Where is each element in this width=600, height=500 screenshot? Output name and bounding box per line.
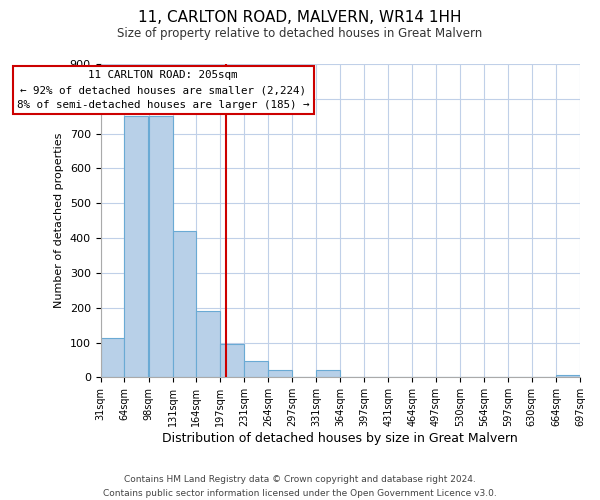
Bar [220, 344, 244, 378]
Y-axis label: Number of detached properties: Number of detached properties [54, 133, 64, 308]
Bar [556, 375, 580, 378]
Bar [268, 370, 292, 378]
X-axis label: Distribution of detached houses by size in Great Malvern: Distribution of detached houses by size … [163, 432, 518, 445]
Bar [316, 370, 340, 378]
Bar [244, 361, 268, 378]
Text: Contains HM Land Registry data © Crown copyright and database right 2024.
Contai: Contains HM Land Registry data © Crown c… [103, 476, 497, 498]
Bar [196, 311, 220, 378]
Bar [173, 231, 196, 378]
Bar [149, 116, 173, 378]
Bar [124, 116, 148, 378]
Text: 11, CARLTON ROAD, MALVERN, WR14 1HH: 11, CARLTON ROAD, MALVERN, WR14 1HH [138, 10, 462, 25]
Text: Size of property relative to detached houses in Great Malvern: Size of property relative to detached ho… [118, 28, 482, 40]
Bar [101, 338, 124, 378]
Text: 11 CARLTON ROAD: 205sqm
← 92% of detached houses are smaller (2,224)
8% of semi-: 11 CARLTON ROAD: 205sqm ← 92% of detache… [17, 70, 310, 110]
